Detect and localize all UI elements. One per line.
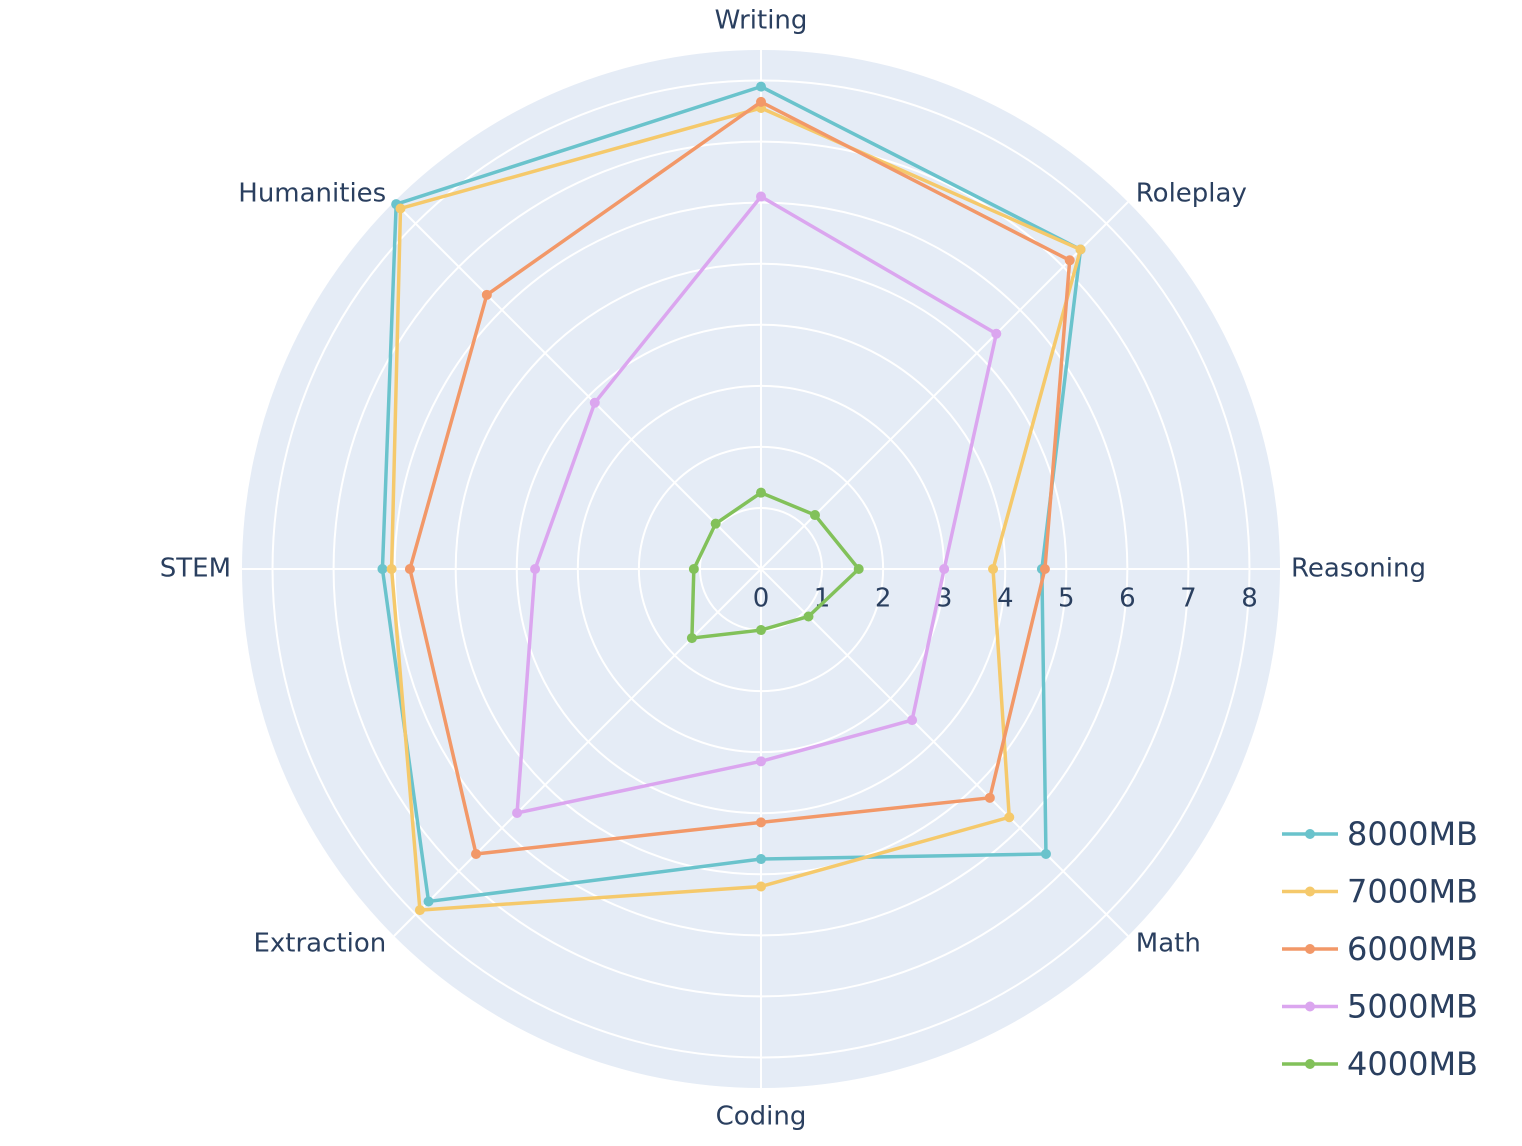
category-label: Roleplay xyxy=(1136,179,1247,209)
r-tick-label: 0 xyxy=(753,584,770,614)
category-label: STEM xyxy=(160,554,231,584)
point xyxy=(907,715,918,726)
legend-marker xyxy=(1305,829,1315,839)
legend-label: 4000MB xyxy=(1347,1045,1478,1083)
category-label: Math xyxy=(1136,928,1201,958)
point xyxy=(481,289,492,300)
point xyxy=(803,611,814,622)
point xyxy=(423,896,434,907)
legend-label: 8000MB xyxy=(1347,815,1478,853)
point xyxy=(1004,812,1015,823)
spoke xyxy=(393,568,762,937)
point xyxy=(939,564,950,574)
point xyxy=(1075,244,1086,255)
point xyxy=(1039,564,1050,574)
point xyxy=(395,203,406,214)
legend-marker xyxy=(1305,1059,1315,1069)
category-label: Coding xyxy=(716,1102,807,1132)
r-tick-label: 5 xyxy=(1058,584,1075,614)
point xyxy=(984,792,995,803)
point xyxy=(756,191,766,202)
point xyxy=(688,564,699,574)
legend-marker xyxy=(1305,1001,1315,1012)
spoke xyxy=(393,201,762,570)
point xyxy=(686,633,697,644)
legend-marker xyxy=(1305,944,1315,954)
point xyxy=(988,564,999,574)
point xyxy=(530,564,541,574)
point xyxy=(1040,848,1051,859)
point xyxy=(471,848,482,859)
r-tick-label: 7 xyxy=(1180,584,1197,614)
legend-label: 6000MB xyxy=(1347,930,1478,968)
category-label: Humanities xyxy=(238,179,386,209)
point xyxy=(756,625,766,636)
point xyxy=(386,564,397,574)
point xyxy=(512,807,523,818)
category-label: Reasoning xyxy=(1291,554,1426,584)
point xyxy=(1064,255,1075,266)
point xyxy=(756,81,766,92)
r-tick-label: 8 xyxy=(1241,584,1258,614)
spoke xyxy=(760,568,1129,937)
point xyxy=(710,518,721,529)
point xyxy=(756,817,766,828)
point xyxy=(756,756,766,767)
r-tick-label: 2 xyxy=(875,584,892,614)
point xyxy=(756,881,766,892)
legend-label: 7000MB xyxy=(1347,873,1478,911)
point xyxy=(589,397,600,408)
point xyxy=(853,564,864,574)
point xyxy=(377,564,388,574)
point xyxy=(809,510,820,521)
point xyxy=(991,328,1002,339)
category-label: Extraction xyxy=(253,928,386,958)
legend-label: 5000MB xyxy=(1347,988,1478,1026)
category-label: Writing xyxy=(715,6,808,36)
legend-marker xyxy=(1305,886,1315,897)
point xyxy=(756,96,766,107)
r-tick-label: 6 xyxy=(1119,584,1136,614)
r-tick-label: 4 xyxy=(997,584,1014,614)
point xyxy=(756,854,766,865)
point xyxy=(404,564,415,574)
point xyxy=(756,487,766,498)
point xyxy=(414,905,425,916)
